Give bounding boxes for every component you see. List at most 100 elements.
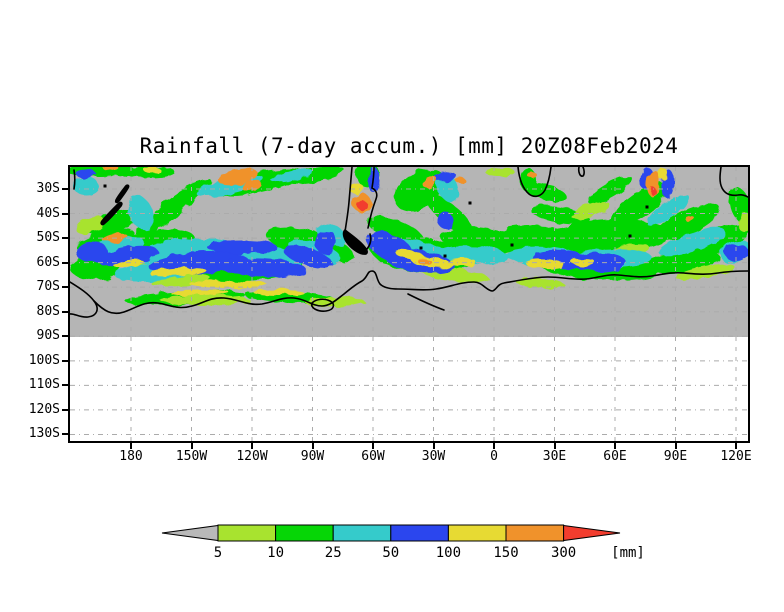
rain-blob-cyan — [647, 194, 689, 226]
y-tick-label: 110S — [28, 377, 60, 393]
rain-blob-orange — [102, 167, 118, 170]
x-tick-mark — [432, 443, 435, 449]
colorbar-threshold-label: 100 — [436, 545, 461, 561]
rain-blob-yellow — [525, 258, 565, 270]
rain-blob-green — [694, 223, 748, 257]
coastline-path — [310, 298, 335, 312]
y-tick-mark — [62, 212, 70, 215]
coastline-path — [407, 293, 445, 311]
colorbar-threshold-label: 5 — [214, 545, 222, 561]
x-tick-label: 30W — [421, 449, 446, 464]
x-tick-mark — [372, 443, 374, 449]
rain-blob-green — [158, 178, 212, 212]
rain-blob-yellow — [253, 289, 303, 295]
rain-blob-lime — [160, 295, 250, 305]
rain-blob-lime — [675, 264, 735, 280]
x-tick-label: 60W — [361, 449, 385, 464]
coastline-path — [100, 201, 123, 226]
x-tick-label: 150W — [175, 449, 208, 464]
colorbar-under-arrow — [161, 524, 219, 542]
rain-blob-green — [560, 219, 670, 251]
x-tick-label: 120E — [720, 449, 752, 464]
y-tick-mark — [62, 237, 70, 240]
rain-blob-cyan — [270, 169, 314, 183]
colorbar-threshold-label: 10 — [267, 545, 284, 561]
rain-blob-blue — [207, 240, 277, 254]
rain-blob-yellow — [188, 279, 268, 289]
y-tick-label: 40S — [36, 205, 60, 221]
rain-blob-blue — [368, 167, 380, 193]
y-tick-mark — [62, 335, 70, 338]
x-tick-mark — [493, 443, 495, 449]
rain-blob-yellow — [170, 290, 230, 296]
y-tick-label: 70S — [36, 279, 60, 295]
colorbar-over-arrow — [563, 524, 621, 542]
x-tick-label: 60E — [603, 449, 627, 464]
y-tick-label: 50S — [36, 230, 60, 246]
coastline-path — [719, 167, 748, 198]
chart-title: Rainfall (7-day accum.) [mm] 20Z08Feb202… — [139, 134, 679, 158]
rain-blob-blue — [315, 230, 337, 254]
x-tick-mark — [130, 443, 132, 449]
colorbar-band — [505, 524, 565, 542]
grid-lines — [70, 167, 748, 441]
coastline-path — [344, 167, 353, 233]
x-tick-mark — [553, 443, 556, 449]
island-speck — [419, 246, 423, 250]
rain-blob-green — [655, 203, 721, 241]
rain-blob-green — [530, 205, 590, 225]
x-tick-mark — [251, 443, 253, 449]
rain-blob-blue — [432, 171, 456, 183]
y-tick-label: 80S — [36, 303, 60, 319]
coastline-path — [367, 167, 378, 229]
rain-blob-blue — [725, 244, 748, 262]
x-tick-label: 120W — [236, 449, 268, 464]
rain-blob-lime — [75, 215, 105, 235]
rain-blob-blue — [217, 258, 307, 278]
rain-blob-orange — [645, 170, 661, 196]
rain-blob-green — [88, 208, 142, 236]
colorbar-band — [332, 524, 392, 542]
colorbar: 5 10 25 50 100 150 300 [mm] — [161, 524, 645, 561]
island-speck — [468, 201, 472, 205]
colorbar-unit-label: [mm] — [611, 545, 645, 561]
y-tick-mark — [62, 384, 70, 387]
island-speck — [443, 254, 447, 258]
x-tick-mark — [311, 443, 314, 449]
coastline-path — [70, 281, 98, 318]
y-tick-label: 120S — [28, 401, 60, 417]
rain-blob-lime — [737, 212, 748, 232]
rain-blob-yellow — [144, 167, 160, 174]
colorbar-band — [217, 524, 277, 542]
coastline-path — [114, 184, 130, 204]
y-tick-mark — [62, 408, 70, 411]
island-speck — [103, 184, 107, 188]
rainfall-map — [70, 167, 748, 441]
rain-blob-yellow — [448, 258, 476, 266]
rain-blob-orange — [218, 168, 258, 186]
rain-blob-green — [588, 176, 632, 204]
y-tick-mark — [62, 286, 70, 289]
rain-blob-cyan — [126, 194, 154, 230]
colorbar-band — [390, 524, 449, 542]
rain-blob-orange — [685, 216, 695, 222]
y-tick-label: 90S — [36, 328, 60, 344]
plot-area — [68, 165, 750, 443]
y-tick-mark — [62, 261, 70, 264]
y-tick-label: 60S — [36, 254, 60, 270]
x-tick-label: 90W — [300, 449, 325, 464]
coastline-path — [577, 167, 585, 177]
rain-blob-orange — [455, 177, 465, 183]
rain-blob-red — [357, 200, 367, 210]
rain-blob-lime — [485, 168, 515, 176]
x-tick-label: 180 — [119, 449, 143, 464]
island-speck — [510, 243, 514, 247]
colorbar-threshold-label: 150 — [493, 545, 518, 561]
rain-blob-lime — [515, 277, 565, 289]
coastline-path — [73, 169, 76, 190]
rain-blob-yellow — [349, 182, 363, 194]
x-tick-label: 0 — [490, 449, 498, 464]
x-tick-mark — [735, 443, 737, 449]
coastlines — [70, 167, 748, 318]
